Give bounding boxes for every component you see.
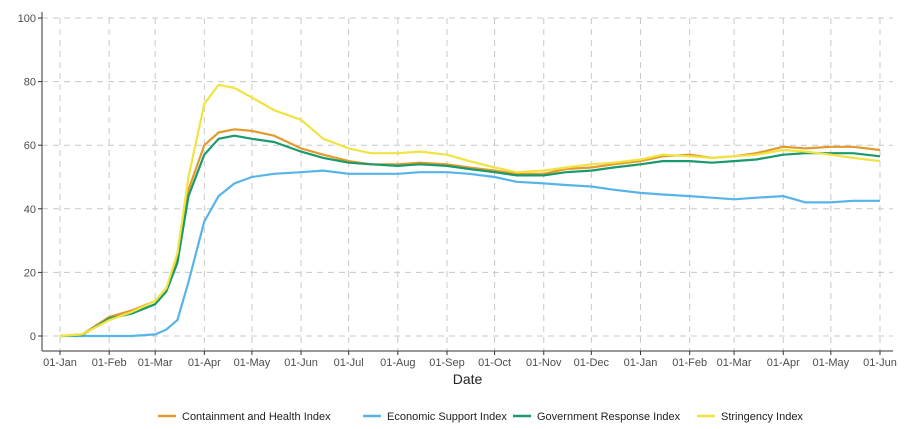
series-line-stringency-index [59,83,881,338]
x-tick-label: 01-Apr [188,357,221,369]
grid-lines [42,17,893,351]
x-tick-label: 01-Jan [43,357,77,369]
legend-label-stringency-index: Stringency Index [721,411,803,423]
x-tick-label: 01-Feb [672,357,707,369]
x-tick-label: 01-Jul [334,357,364,369]
series-line-government-response-index [59,134,881,338]
x-tick-label: 01-Mar [717,357,752,369]
axes: 0 20 40 60 80 100 01-Jan 01-Feb 01-Mar 01-Apr 01-M… [18,12,897,369]
legend-label-economic-support-index: Economic Support Index [387,411,507,423]
x-tick-label: 01-Nov [526,357,562,369]
y-tick-label: 40 [24,204,36,216]
x-tick-label: 01-Jan [624,357,658,369]
legend: Containment and Health Index Economic Sup… [158,411,803,423]
x-tick-label: 01-Aug [380,357,415,369]
x-axis-title: Date [453,371,483,387]
y-tick-label: 20 [24,267,36,279]
x-tick-label: 01-Sep [429,357,464,369]
y-tick-label: 100 [18,13,36,25]
x-tick-label: 01-May [234,357,271,369]
x-tick-label: 01-Mar [138,357,173,369]
x-tick-label: 01-Oct [478,357,511,369]
legend-label-containment-and-health-index: Containment and Health Index [182,411,331,423]
series-line-economic-support-index [60,169,880,338]
x-tick-label: 01-Feb [92,357,127,369]
x-tick-label: 01-Dec [574,357,610,369]
legend-label-government-response-index: Government Response Index [537,411,681,423]
x-tick-label: 01-Apr [767,357,800,369]
y-tick-label: 0 [30,331,36,343]
y-tick-label: 60 [24,140,36,152]
x-tick-label: 01-Jun [863,357,897,369]
x-tick-label: 01-Jun [284,357,318,369]
y-tick-label: 80 [24,77,36,89]
series-lines [59,83,881,338]
x-tick-label: 01-May [812,357,849,369]
